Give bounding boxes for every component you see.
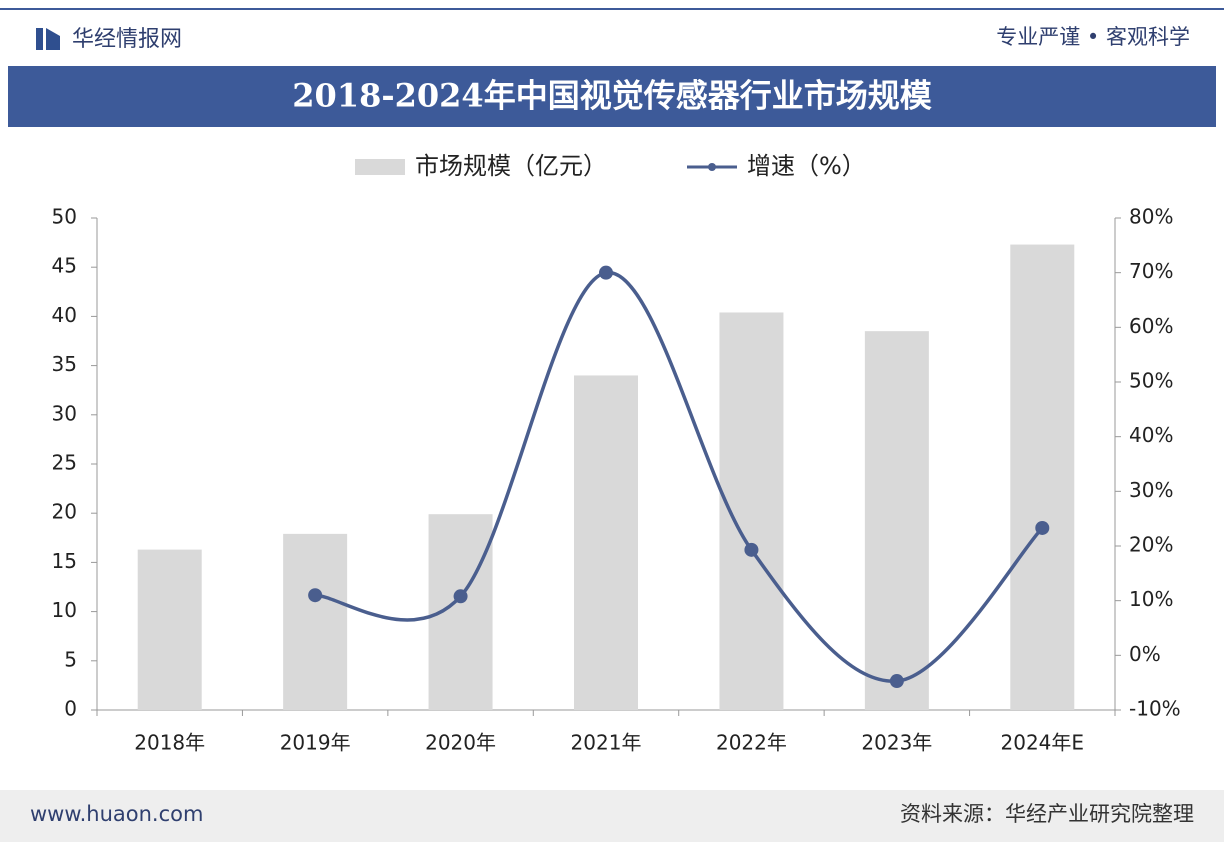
y2-tick-label: 50% (1129, 369, 1173, 393)
logo (36, 28, 43, 50)
footer-band (0, 790, 1224, 842)
growth-point (889, 674, 904, 689)
slogan: 专业严谨 • 客观科学 (996, 25, 1190, 49)
brand: 华经情报网 (72, 27, 182, 52)
x-tick-label: 2023年 (861, 731, 932, 755)
y-tick-label: 15 (52, 549, 77, 573)
y2-tick-label: 60% (1129, 314, 1173, 338)
y2-tick-label: 30% (1129, 478, 1173, 502)
source: 资料来源：华经产业研究院整理 (900, 802, 1194, 826)
y2-tick-label: 40% (1129, 423, 1173, 447)
growth-point (599, 265, 613, 280)
x-tick-label: 2024年E (1001, 731, 1085, 755)
legend-label: 增速（%） (747, 152, 866, 180)
growth-line (314, 270, 1044, 683)
bar (864, 331, 929, 710)
growth-point (453, 589, 468, 604)
logo (46, 28, 60, 50)
y-tick-label: 0 (64, 697, 77, 721)
legend-swatch (708, 163, 716, 171)
bar (574, 375, 638, 710)
bar (1010, 244, 1075, 710)
y2-tick-label: -10% (1129, 697, 1181, 721)
y2-tick-label: 10% (1129, 587, 1173, 611)
y-tick-label: 35 (52, 352, 77, 376)
y-tick-label: 25 (52, 451, 77, 475)
y-tick-label: 30 (52, 401, 77, 425)
y2-tick-label: 0% (1129, 642, 1161, 666)
y-tick-label: 5 (64, 647, 77, 671)
y2-tick-label: 70% (1129, 259, 1173, 283)
y-tick-label: 10 (52, 598, 77, 622)
x-tick-label: 2018年 (134, 731, 205, 755)
y2-tick-label: 80% (1129, 205, 1173, 229)
x-tick-label: 2021年 (571, 731, 642, 755)
growth-point (744, 542, 759, 557)
x-tick-label: 2022年 (716, 731, 787, 755)
y-tick-label: 40 (52, 303, 77, 327)
growth-point (308, 588, 323, 603)
y-tick-label: 20 (52, 500, 77, 524)
x-tick-label: 2020年 (425, 731, 496, 755)
website: www.huaon.com (30, 802, 203, 826)
y2-tick-label: 20% (1129, 533, 1173, 557)
y-tick-label: 45 (52, 254, 77, 278)
bar (283, 533, 348, 710)
x-tick-label: 2019年 (280, 731, 351, 755)
y-tick-label: 50 (52, 205, 77, 229)
bar (137, 549, 202, 710)
legend-label: 市场规模（亿元） (415, 152, 607, 180)
title-bar (8, 66, 1216, 127)
legend-swatch (355, 159, 405, 175)
chart-title: 2018-2024年中国视觉传感器行业市场规模 (292, 77, 931, 115)
growth-point (1035, 520, 1050, 535)
